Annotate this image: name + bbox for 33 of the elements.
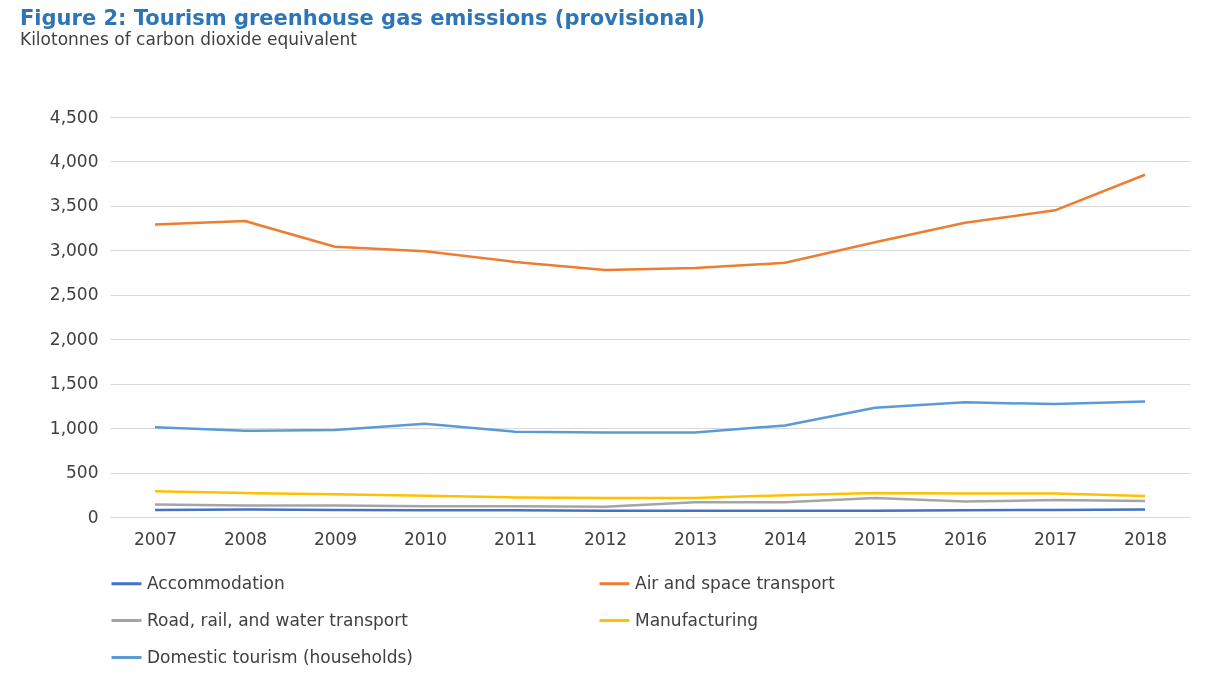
x-tick-label: 2013 (673, 528, 718, 549)
y-tick-label: 4,000 (49, 150, 99, 171)
y-tick-label: 3,500 (49, 195, 99, 216)
x-tick-label: 2009 (313, 528, 358, 549)
x-tick-label: 2010 (403, 528, 448, 549)
legend-label: Road, rail, and water transport (147, 609, 409, 630)
x-tick-label: 2008 (223, 528, 268, 549)
x-tick-label: 2017 (1033, 528, 1078, 549)
x-tick-label: 2015 (853, 528, 898, 549)
legend-label: Manufacturing (635, 609, 759, 630)
legend-label: Air and space transport (635, 572, 836, 593)
line-series (153, 400, 1147, 434)
legend-label: Accommodation (147, 572, 285, 593)
x-tick-label: 2012 (583, 528, 628, 549)
x-tick-label: 2014 (763, 528, 808, 549)
line-series (153, 173, 1147, 272)
x-tick-label: 2016 (943, 528, 988, 549)
y-tick-label: 2,500 (49, 284, 99, 305)
chart-title: Figure 2: Tourism greenhouse gas emissions (provisional) (20, 6, 706, 30)
line-series (153, 496, 1147, 509)
y-tick-label: 3,000 (49, 239, 99, 260)
y-tick-label: 1,000 (49, 417, 99, 438)
y-tick-label: 500 (66, 462, 99, 483)
y-tick-label: 4,500 (49, 106, 99, 127)
x-tick-label: 2011 (493, 528, 538, 549)
line-series (153, 489, 1147, 500)
x-tick-label: 2018 (1123, 528, 1168, 549)
x-tick-label: 2007 (133, 528, 178, 549)
y-tick-label: 2,000 (49, 328, 99, 349)
y-tick-label: 0 (87, 506, 99, 527)
chart-subtitle: Kilotonnes of carbon dioxide equivalent (20, 29, 358, 49)
y-tick-label: 1,500 (49, 373, 99, 394)
legend-label: Domestic tourism (households) (147, 646, 413, 667)
